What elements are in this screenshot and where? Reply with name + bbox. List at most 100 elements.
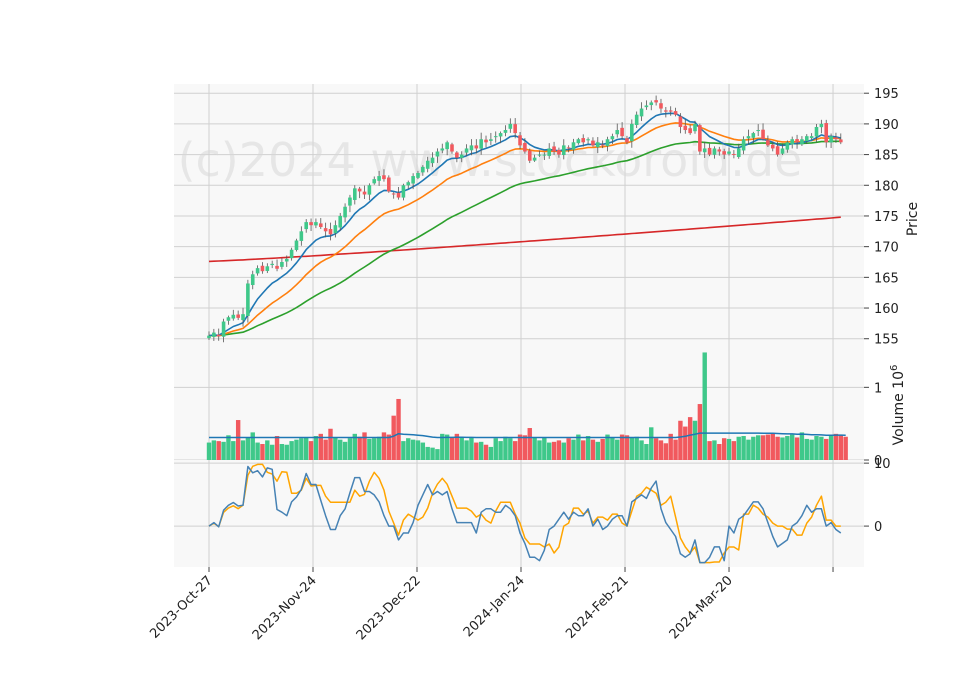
- volume-bar: [843, 436, 848, 460]
- candle-body: [450, 144, 454, 152]
- volume-bar: [751, 436, 756, 460]
- volume-bar: [328, 428, 333, 460]
- candle-body: [561, 145, 566, 155]
- candle-body: [576, 139, 581, 144]
- candle-body: [367, 185, 372, 195]
- candle-body: [552, 146, 556, 152]
- candle-body: [479, 139, 483, 149]
- candle-body: [586, 139, 590, 141]
- price-grid: [174, 84, 864, 351]
- candle-body: [688, 128, 692, 134]
- volume-bar: [512, 441, 518, 460]
- candle-body: [503, 130, 508, 133]
- candle-body: [630, 123, 634, 142]
- candle-body: [226, 317, 231, 321]
- volume-bar: [347, 438, 353, 460]
- volume-bar: [571, 439, 576, 460]
- candle-body: [712, 148, 717, 155]
- volume-bar: [474, 442, 479, 460]
- candle-body: [372, 179, 377, 184]
- volume-bar: [619, 434, 625, 460]
- candle-body: [819, 123, 824, 128]
- candle-body: [343, 206, 347, 218]
- candle-body: [673, 111, 678, 115]
- volume-bar: [668, 433, 673, 460]
- candle-body: [284, 258, 289, 262]
- candle-body: [314, 222, 318, 226]
- candle-body: [722, 151, 726, 155]
- volume-bar: [313, 436, 319, 460]
- candle-body: [323, 228, 328, 232]
- candle-body: [664, 110, 668, 112]
- candle-body: [814, 126, 819, 137]
- volume-bar: [838, 435, 843, 460]
- candle-body: [775, 146, 780, 155]
- candle-body: [785, 142, 790, 150]
- oscillator-tick-label: 0: [874, 520, 882, 535]
- candle-body: [498, 133, 503, 137]
- candle-body: [649, 102, 654, 106]
- volume-bar: [265, 440, 270, 460]
- volume-bar: [692, 420, 698, 460]
- price-tick-label: 165: [874, 271, 899, 286]
- volume-bar: [342, 441, 348, 460]
- candle-body: [416, 173, 420, 178]
- volume-bar: [576, 434, 581, 460]
- volume-bar: [765, 434, 771, 460]
- volume-bar: [721, 438, 727, 460]
- candle-body: [236, 314, 240, 318]
- oscillator-tick-label: 10: [874, 457, 891, 472]
- volume-bar: [653, 438, 659, 460]
- price-y-axis-ticks: 155 160 165 170 175 180 185 190 195: [864, 87, 899, 348]
- volume-bar: [299, 438, 304, 460]
- volume-bar: [537, 440, 542, 460]
- candle-body: [255, 268, 260, 274]
- volume-bar: [605, 434, 610, 460]
- oscillator-y-axis-ticks: 0 10: [864, 457, 891, 535]
- candle-body: [683, 125, 688, 131]
- candle-body: [231, 314, 236, 319]
- x-tick-label: 2023-Oct-27: [147, 573, 215, 641]
- candle-body: [270, 263, 274, 265]
- volume-bar: [435, 449, 440, 460]
- candle-body: [260, 265, 265, 272]
- candle-body: [518, 135, 522, 146]
- volume-unit-label: 10: [891, 371, 907, 389]
- volume-bar: [809, 439, 814, 460]
- volume-bar: [459, 437, 464, 460]
- price-tick-label: 180: [874, 179, 899, 194]
- candle-body: [581, 138, 586, 143]
- volume-bar: [726, 438, 732, 460]
- volume-bar: [240, 440, 246, 460]
- volume-bar: [483, 444, 489, 460]
- volume-bar: [804, 438, 809, 460]
- volume-bar: [615, 439, 620, 460]
- ema-slow-line: [208, 140, 841, 337]
- oscillator-panel-background: [174, 460, 864, 567]
- volume-bar: [503, 436, 508, 460]
- candle-body: [610, 136, 615, 140]
- volume-bar: [814, 436, 819, 460]
- volume-bar: [279, 444, 285, 460]
- signal-line: [208, 463, 841, 564]
- volume-bar: [216, 441, 221, 460]
- volume-bar: [226, 435, 231, 460]
- candle-body: [532, 157, 537, 161]
- candle-body: [513, 124, 517, 134]
- volume-bar: [464, 440, 469, 460]
- volume-bar: [235, 420, 241, 460]
- candle-body: [625, 138, 629, 143]
- candle-body: [527, 150, 532, 161]
- price-tick-label: 155: [874, 333, 899, 348]
- volume-bar: [352, 433, 357, 460]
- volume-bar: [673, 439, 678, 460]
- price-tick-label: 185: [874, 149, 899, 164]
- volume-average-line: [209, 432, 846, 439]
- volume-bar: [333, 437, 338, 460]
- volume-bar: [731, 441, 737, 460]
- candle-body: [469, 145, 474, 151]
- candle-body: [678, 116, 683, 127]
- candle-body: [790, 139, 794, 145]
- volume-bar: [610, 437, 615, 460]
- volume-bar: [649, 427, 654, 460]
